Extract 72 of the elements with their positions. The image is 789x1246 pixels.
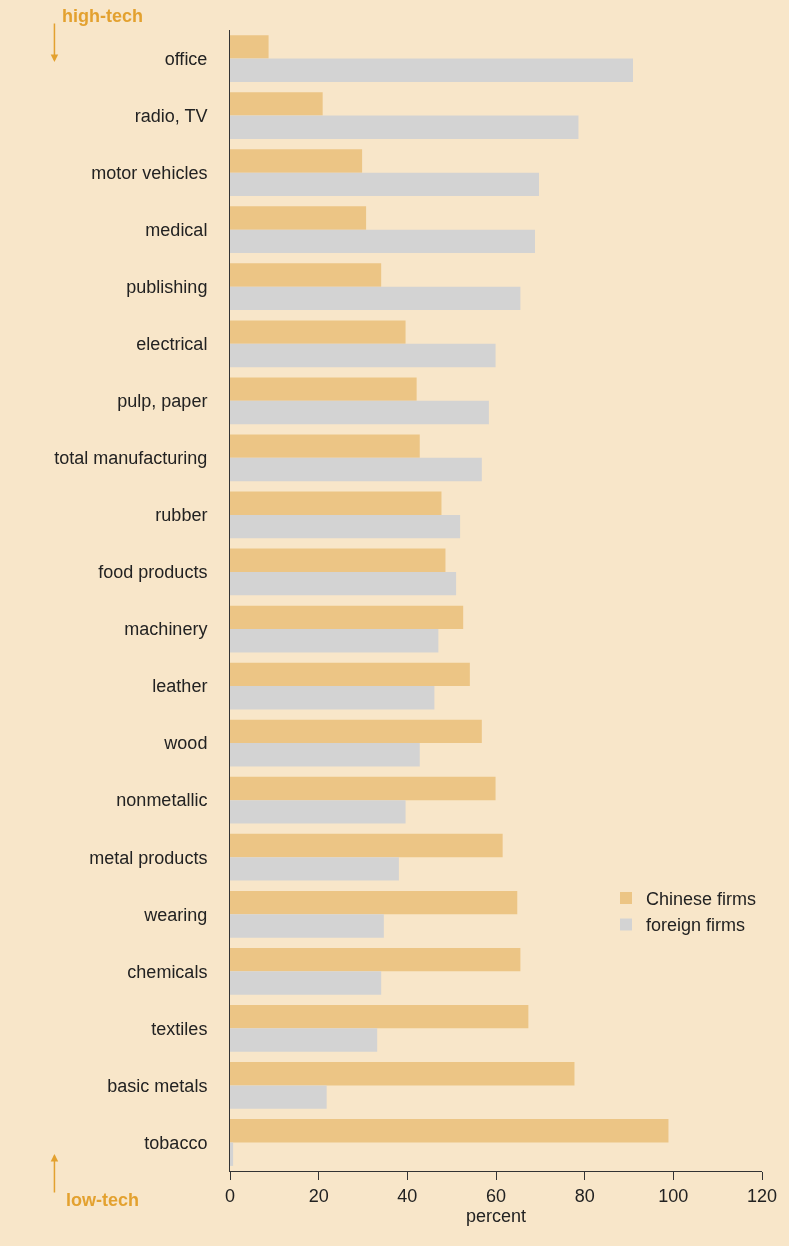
text: low-tech <box>66 1190 140 1210</box>
bar <box>230 1004 529 1029</box>
y-tick-label: motor vehicles <box>91 162 208 183</box>
x-tick-label: 20 <box>308 1185 329 1206</box>
bar <box>230 914 384 938</box>
bar <box>230 686 435 710</box>
bar <box>230 776 496 801</box>
bar <box>230 719 482 744</box>
bar <box>230 857 399 881</box>
x-tick-label: 60 <box>485 1185 507 1206</box>
y-tick-label: tobacco <box>144 1132 208 1153</box>
y-tick-label: machinery <box>124 619 208 640</box>
x-tick-label: 120 <box>746 1185 778 1206</box>
y-tick-label: wearing <box>143 904 208 925</box>
text: high-tech <box>62 6 143 26</box>
y-tick-label: medical <box>145 219 208 240</box>
bar <box>230 1142 234 1166</box>
bar <box>230 377 417 401</box>
bar <box>230 947 521 972</box>
x-tick-label: 80 <box>574 1185 595 1206</box>
x-tick-label: 40 <box>397 1185 418 1206</box>
bar <box>230 115 579 139</box>
bar <box>230 662 470 687</box>
bar <box>230 491 442 515</box>
bar <box>230 1119 669 1143</box>
bar <box>230 800 406 824</box>
bar <box>230 229 536 254</box>
y-tick-label: chemicals <box>127 961 208 982</box>
y-tick-label: publishing <box>126 277 208 298</box>
bar <box>230 605 464 630</box>
bar <box>230 343 496 368</box>
y-tick-label: food products <box>98 562 208 583</box>
bar <box>230 58 633 82</box>
bar <box>230 743 420 767</box>
bar <box>230 263 382 287</box>
bar <box>230 1062 575 1086</box>
x-tick-label: 100 <box>658 1185 689 1206</box>
y-tick-label: textiles <box>151 1018 208 1039</box>
x-axis-title: percent <box>465 1205 527 1226</box>
y-tick-label: rubber <box>155 505 208 526</box>
legend-label: foreign firms <box>646 915 746 936</box>
bar <box>230 514 461 539</box>
bar <box>230 172 539 197</box>
y-tick-label: metal products <box>89 847 208 868</box>
bar <box>230 92 323 116</box>
y-tick-label: basic metals <box>107 1075 208 1096</box>
y-tick-label: pulp, paper <box>117 391 208 412</box>
bar <box>230 548 446 572</box>
bar <box>230 35 269 59</box>
y-tick-label: electrical <box>136 334 208 355</box>
bar <box>230 400 489 425</box>
bar <box>230 320 406 344</box>
bar <box>230 890 518 915</box>
x-tick-label: 0 <box>224 1185 236 1206</box>
y-tick-label: total manufacturing <box>54 448 208 469</box>
y-tick-label: office <box>164 48 208 69</box>
bar <box>230 629 439 653</box>
bar <box>230 434 420 458</box>
y-tick-label: nonmetallic <box>116 790 208 811</box>
bar <box>230 571 457 596</box>
bar <box>230 833 503 858</box>
bar <box>230 206 367 230</box>
legend-label: Chinese firms <box>646 889 757 910</box>
bar <box>230 149 363 173</box>
bar <box>230 1085 327 1109</box>
bar <box>230 1028 378 1052</box>
bar <box>230 457 482 482</box>
bar <box>230 286 521 311</box>
y-tick-label: wood <box>163 733 208 754</box>
bar <box>230 971 382 995</box>
y-tick-label: leather <box>152 676 208 697</box>
y-tick-label: radio, TV <box>134 105 208 126</box>
